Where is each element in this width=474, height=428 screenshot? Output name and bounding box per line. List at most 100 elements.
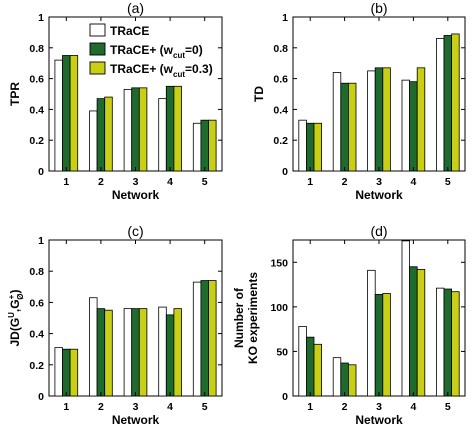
bar-series1-cat4 (158, 98, 167, 172)
y-tick-label: 1 (38, 12, 44, 24)
y-tick-label: 0.8 (29, 266, 44, 278)
bar-series3-cat3 (138, 308, 148, 397)
bar-series2-cat5 (443, 288, 452, 397)
bar-series3-cat3 (382, 67, 391, 172)
legend-swatch-3 (89, 61, 106, 75)
chart-panel-3: 0 0.2 0.4 0.6 0.8 1 1 2 3 4 5 Network (c) JD(GU,G+Ø) (7, 223, 223, 427)
y-tick-label: 50 (276, 346, 288, 358)
bar-series2-cat4 (409, 81, 418, 172)
legend-label-2: TRaCE+ (wcut=0) (110, 43, 203, 60)
bar-series2-cat4 (409, 266, 418, 397)
x-tick-label: 2 (342, 401, 348, 413)
x-tick-label: 2 (342, 176, 348, 188)
bar-series2-cat3 (131, 308, 140, 397)
x-tick-label: 1 (63, 176, 69, 188)
bar-series1-cat1 (298, 326, 307, 397)
bar-series1-cat5 (192, 122, 202, 172)
bar-series3-cat2 (347, 82, 357, 172)
bar-series3-cat5 (208, 119, 217, 172)
bar-series2-cat2 (340, 362, 349, 397)
x-tick-label: 1 (63, 401, 69, 413)
legend-swatch-1 (89, 23, 106, 37)
x-tick-label: 5 (445, 401, 451, 413)
x-tick-label: 3 (133, 176, 139, 188)
y-tick-label: 150 (270, 257, 288, 269)
bar-series3-cat4 (173, 85, 182, 172)
bar-series1-cat5 (435, 287, 445, 397)
y-tick-label: 0.2 (273, 135, 288, 147)
bar-series2-cat1 (62, 55, 71, 172)
y-tick-label: 0 (38, 391, 44, 403)
bar-series1-cat2 (332, 357, 342, 397)
bar-series2-cat3 (374, 67, 384, 172)
bar-series3-cat5 (451, 33, 460, 172)
bar-series3-cat1 (69, 55, 79, 172)
legend-swatch-2 (89, 42, 106, 56)
bar-series3-cat3 (138, 87, 148, 172)
bar-series1-cat2 (332, 72, 342, 172)
bar-series3-cat1 (313, 122, 322, 172)
x-tick-label: 4 (410, 176, 416, 188)
bar-series1-cat1 (54, 59, 63, 172)
x-tick-label: 4 (167, 176, 173, 188)
y-tick-label: 0.8 (273, 43, 288, 55)
panel-title: (d) (370, 223, 387, 239)
bar-series3-cat1 (69, 348, 79, 397)
panel-title: (b) (370, 0, 387, 16)
bar-series2-cat1 (62, 348, 71, 397)
x-tick-label: 3 (376, 176, 382, 188)
bar-series3-cat5 (451, 291, 460, 397)
bar-series2-cat4 (165, 85, 175, 172)
x-tick-label: 5 (202, 401, 208, 413)
y-tick-label: 0.2 (29, 360, 44, 372)
bar-series3-cat3 (382, 293, 391, 397)
bar-series1-cat3 (123, 308, 133, 397)
y-axis-label: TD (252, 86, 266, 102)
chart-panel-2: 0 0.2 0.4 0.6 0.8 1 1 2 3 4 5 Network (b) TD (252, 0, 466, 202)
bar-series2-cat5 (200, 119, 209, 172)
bar-series2-cat5 (200, 280, 209, 397)
y-tick-label: 100 (270, 302, 288, 314)
y-tick-label: 0.8 (29, 43, 44, 55)
x-tick-label: 3 (133, 401, 139, 413)
bar-series2-cat3 (131, 87, 140, 172)
y-tick-label: 0.4 (273, 104, 288, 116)
bar-series1-cat5 (192, 281, 202, 397)
bar-series3-cat4 (416, 67, 426, 172)
panel-title: (c) (127, 223, 143, 239)
x-tick-label: 4 (167, 401, 173, 413)
x-axis-label: Network (112, 413, 160, 427)
y-tick-label: 1 (38, 235, 44, 247)
bar-series3-cat2 (104, 309, 113, 397)
bar-series3-cat4 (416, 269, 426, 397)
bar-series3-cat2 (104, 96, 113, 172)
x-tick-label: 4 (410, 401, 416, 413)
y-tick-label: 0.6 (273, 74, 288, 86)
x-tick-label: 5 (445, 176, 451, 188)
bar-series2-cat2 (340, 82, 349, 172)
bar-series2-cat2 (96, 98, 106, 172)
legend-label-3: TRaCE+ (wcut=0.3) (110, 62, 213, 79)
bar-series1-cat4 (158, 306, 167, 397)
bar-series1-cat1 (298, 119, 307, 172)
bar-series1-cat3 (367, 70, 376, 172)
bar-series3-cat5 (208, 280, 217, 397)
y-tick-label: 0 (38, 166, 44, 178)
x-tick-label: 1 (307, 401, 313, 413)
y-tick-label: 0.2 (29, 135, 44, 147)
bar-series2-cat2 (96, 308, 106, 397)
y-axis-label: TPR (8, 82, 22, 106)
x-tick-label: 5 (202, 176, 208, 188)
legend: TRaCE TRaCE+ (wcut=0) TRaCE+ (wcut=0.3) (89, 23, 213, 79)
x-tick-label: 3 (376, 401, 382, 413)
y-tick-label: 0.6 (29, 297, 44, 309)
bar-series2-cat4 (165, 314, 175, 397)
bar-series3-cat4 (173, 308, 182, 397)
bar-series1-cat4 (401, 240, 410, 397)
bar-series1-cat5 (435, 38, 445, 172)
bar-series2-cat1 (305, 336, 315, 397)
bar-series1-cat3 (123, 88, 133, 172)
y-tick-label: 0 (282, 391, 288, 403)
y-axis-label: JD(GU,G+Ø) (7, 289, 25, 346)
